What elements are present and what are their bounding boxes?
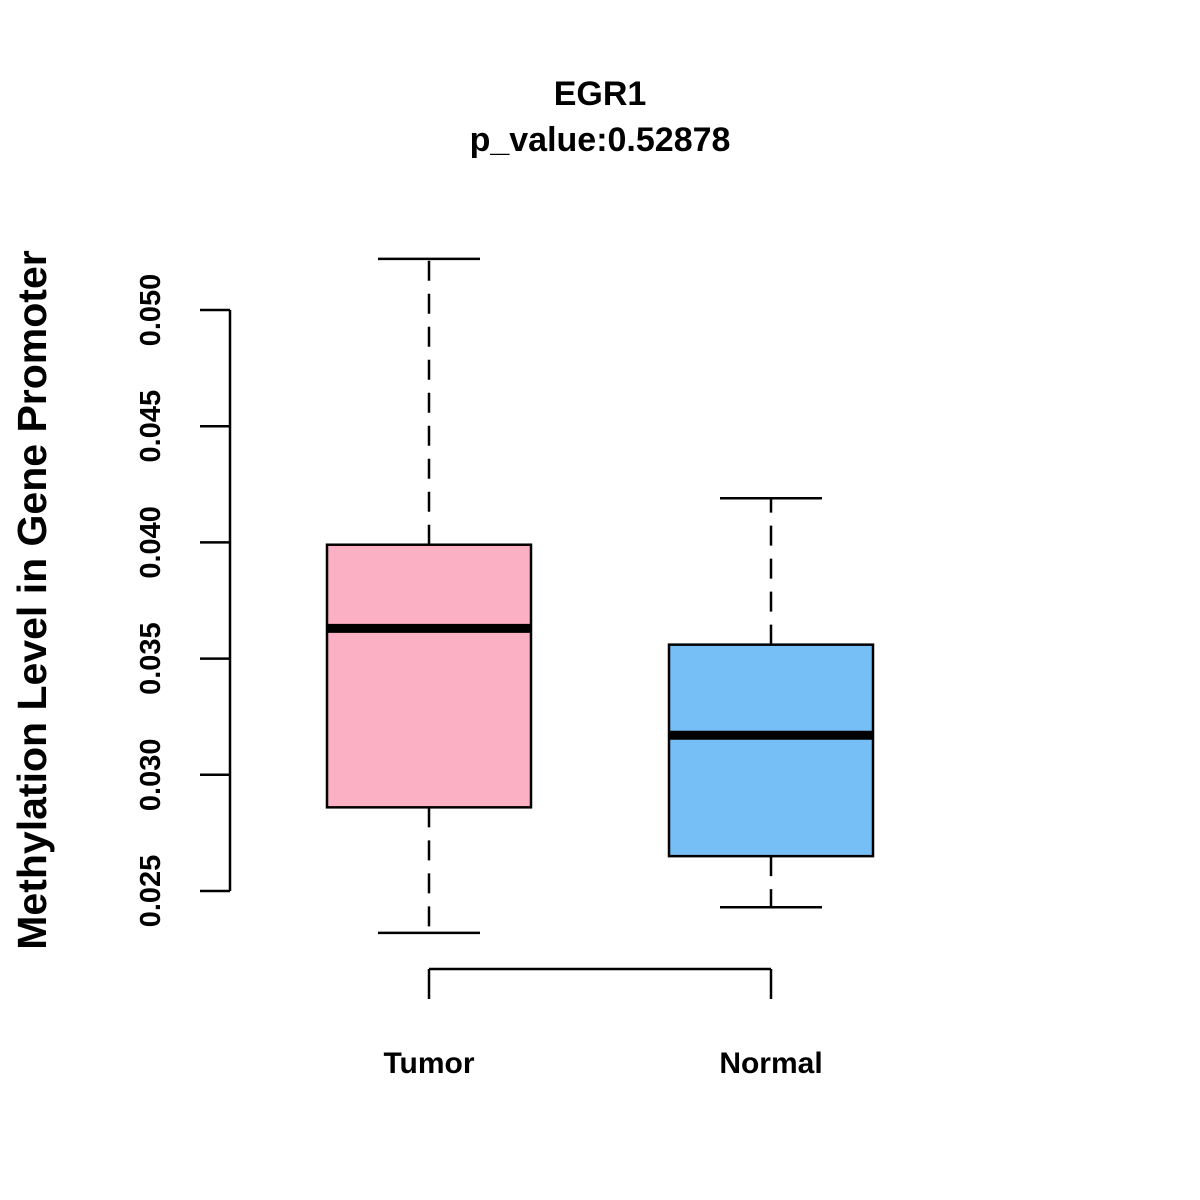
y-tick-label: 0.035 bbox=[135, 622, 167, 695]
y-tick-label: 0.025 bbox=[135, 855, 167, 928]
box-tumor bbox=[325, 257, 533, 935]
box-normal bbox=[667, 496, 875, 909]
x-tick-label-tumor: Tumor bbox=[383, 1047, 474, 1080]
y-tick-label: 0.030 bbox=[135, 739, 167, 812]
y-axis-label: Methylation Level in Gene Promoter bbox=[9, 250, 55, 949]
boxes-group bbox=[325, 257, 875, 935]
x-axis: Tumor Normal bbox=[383, 967, 823, 1080]
chart-subtitle: p_value:0.52878 bbox=[470, 121, 731, 159]
y-tick-label: 0.050 bbox=[135, 274, 167, 347]
chart-title: EGR1 bbox=[554, 75, 647, 113]
y-tick-label: 0.045 bbox=[135, 390, 167, 463]
iqr-box bbox=[325, 543, 533, 809]
y-axis: 0.025 0.030 0.035 0.040 0.045 0.050 bbox=[135, 274, 232, 928]
iqr-box bbox=[667, 643, 875, 858]
y-tick-label: 0.040 bbox=[135, 506, 167, 579]
x-tick-label-normal: Normal bbox=[719, 1047, 822, 1080]
